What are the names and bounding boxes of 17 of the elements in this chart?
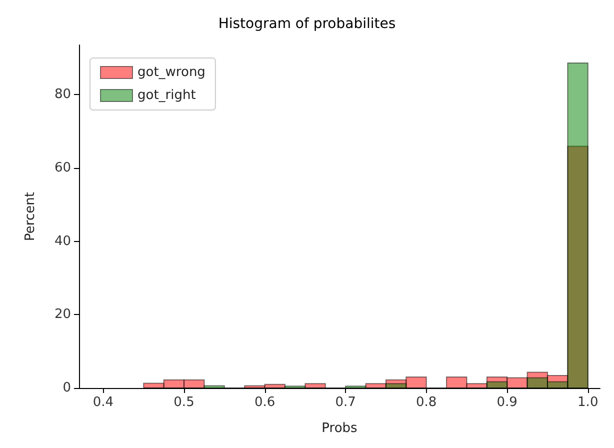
y-tick-label: 0 [62,380,71,396]
x-tick-label: 0.9 [496,395,518,410]
y-tick-label: 20 [54,307,71,322]
chart-title: Histogram of probabilites [218,16,396,32]
legend-label: got_right [138,88,196,103]
y-tick-label: 60 [54,160,71,176]
legend-label: got_wrong [138,65,206,80]
x-tick-label: 0.5 [174,395,194,410]
x-tick-label: 0.7 [335,395,356,410]
y-axis-title: Percent [23,192,38,241]
x-tick-label: 0.8 [416,395,437,410]
x-tick-label: 1.0 [578,395,598,410]
x-tick-label: 0.4 [92,395,114,410]
y-tick-label: 40 [54,234,71,249]
x-axis-title: Probs [322,421,358,436]
y-tick-label: 80 [54,87,71,102]
x-tick-label: 0.6 [254,395,276,410]
